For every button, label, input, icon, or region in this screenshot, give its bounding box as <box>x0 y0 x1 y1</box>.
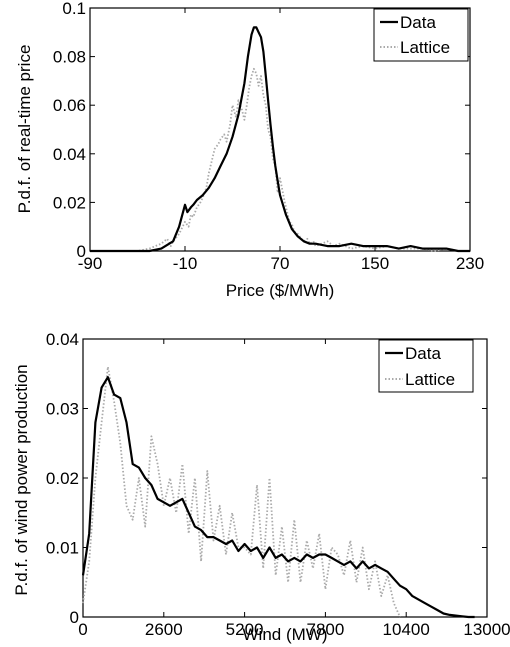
price-legend-data-label: Data <box>400 13 436 32</box>
price-x-tick-label: 70 <box>271 254 290 273</box>
price-legend-lattice-label: Lattice <box>400 38 450 57</box>
price-y-tick-label: 0.1 <box>62 0 86 18</box>
price-y-axis: 0 0.02 0.04 0.06 0.08 0.1 <box>53 0 470 261</box>
wind-y-axis-label: P.d.f. of wind power production <box>12 364 31 595</box>
price-x-tick-label: 150 <box>361 254 389 273</box>
price-x-tick-label: -10 <box>173 254 198 273</box>
price-pdf-chart: -90 -10 70 150 230 0 0.02 0.04 0.06 0.08 0.1 Pric… <box>15 0 484 300</box>
wind-y-axis: 0 0.01 0.02 0.03 0.04 <box>46 330 487 627</box>
wind-legend-box <box>378 339 474 393</box>
price-series-data-line <box>90 26 470 253</box>
price-y-tick-label: 0.08 <box>53 48 86 67</box>
wind-x-axis-label: Wind (MW) <box>243 625 328 644</box>
wind-legend-data-label: Data <box>405 344 441 363</box>
price-x-axis-label: Price ($/MWh) <box>226 281 335 300</box>
wind-pdf-chart: 0 2600 5200 7800 10400 13000 0 0.01 0.02 0.03 0.0… <box>12 330 510 644</box>
wind-x-tick-label: 7800 <box>306 620 344 639</box>
wind-x-tick-label: 10400 <box>383 620 430 639</box>
wind-y-tick-label: 0.04 <box>46 330 79 349</box>
wind-series-group <box>81 365 475 619</box>
wind-x-tick-label: 5200 <box>226 620 264 639</box>
wind-series-lattice-line <box>82 365 401 618</box>
wind-y-tick-label: 0.03 <box>46 400 79 419</box>
price-y-tick-label: 0 <box>77 242 86 261</box>
price-y-tick-label: 0.02 <box>53 193 86 212</box>
wind-legend-lattice-label: Lattice <box>405 370 455 389</box>
wind-legend: Data Lattice <box>378 339 474 393</box>
price-x-axis: -90 -10 70 150 230 <box>78 8 484 273</box>
wind-x-tick-label: 2600 <box>145 620 183 639</box>
wind-x-axis: 0 2600 5200 7800 10400 13000 <box>78 339 510 639</box>
price-x-tick-label: -90 <box>78 254 103 273</box>
wind-x-tick-label: 0 <box>78 620 87 639</box>
price-x-tick-label: 230 <box>456 254 484 273</box>
wind-y-tick-label: 0.01 <box>46 539 79 558</box>
price-y-tick-label: 0.06 <box>53 96 86 115</box>
wind-y-tick-label: 0.02 <box>46 469 79 488</box>
price-y-tick-label: 0.04 <box>53 145 86 164</box>
wind-series-data-line <box>81 376 475 619</box>
price-series-group <box>90 26 470 253</box>
wind-x-tick-label: 13000 <box>463 620 510 639</box>
price-legend: Data Lattice <box>373 8 469 62</box>
price-legend-box <box>373 8 469 62</box>
price-series-lattice-line <box>90 67 470 252</box>
price-y-axis-label: P.d.f. of real-time price <box>15 45 34 214</box>
wind-y-tick-label: 0 <box>70 608 79 627</box>
